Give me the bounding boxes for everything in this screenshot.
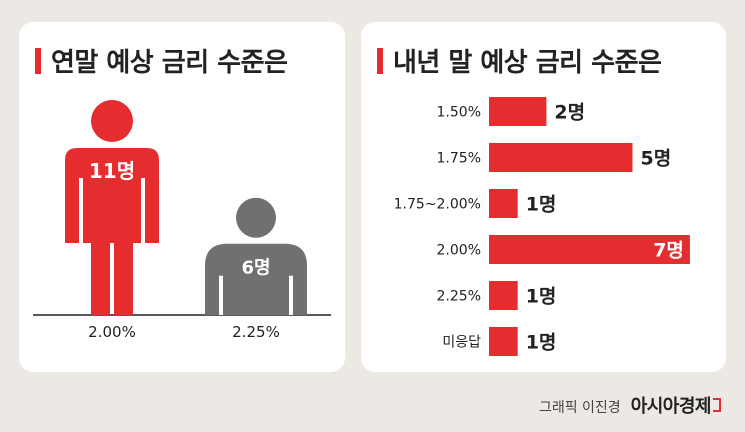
person-figure-1: 6명 (205, 197, 307, 315)
left-panel-title: 연말 예상 금리 수준은 (35, 42, 288, 79)
category-label: 2.25% (437, 289, 481, 305)
right-title-text: 내년 말 예상 금리 수준은 (393, 48, 662, 78)
brand-mark-icon (713, 398, 721, 412)
arm-gap (289, 275, 293, 315)
person-body (205, 243, 307, 315)
person-body (65, 148, 159, 243)
bar (489, 281, 518, 310)
category-label: 1.75~2.00% (394, 197, 481, 213)
brand-text: 아시아경제 (630, 396, 712, 417)
pictogram-chart: 11명 2.00% 6명 2.25% (33, 100, 331, 341)
value-label: 1명 (526, 286, 557, 308)
person-leg (114, 228, 133, 315)
horizontal-bar-chart: 1.50% 2명 1.75% 5명 1.75~2.00% 1명 2.00% 7명 2.25% 1명… (394, 97, 690, 356)
category-label: 1.50% (437, 105, 481, 121)
value-label: 1명 (526, 194, 557, 216)
person-figure-0: 11명 (65, 100, 159, 315)
value-label: 7명 (653, 240, 684, 262)
category-label: 2.00% (437, 243, 481, 259)
category-label: 1.75% (437, 151, 481, 167)
bar (489, 97, 547, 126)
graphic-credit: 그래픽 이진경 (538, 400, 621, 416)
right-panel-title: 내년 말 예상 금리 수준은 (377, 42, 662, 79)
arm-gap (141, 178, 145, 248)
person-head (91, 100, 133, 142)
brand-logo: 아시아경제 (631, 392, 721, 418)
value-label: 2명 (554, 102, 585, 124)
bar (489, 327, 518, 356)
bar (489, 143, 633, 172)
category-label: 2.25% (232, 323, 280, 341)
category-label: 2.00% (88, 323, 136, 341)
value-label: 1명 (526, 332, 557, 354)
category-label: 미응답 (442, 335, 481, 351)
title-accent-bar (377, 47, 383, 74)
person-leg (91, 228, 110, 315)
value-label: 11명 (89, 159, 135, 183)
arm-gap (79, 178, 83, 248)
left-panel: 연말 예상 금리 수준은 11명 2.00% 6명 2.25% (19, 22, 345, 372)
arm-gap (219, 275, 223, 315)
person-head (236, 197, 276, 238)
bar (489, 235, 690, 264)
bar (489, 189, 518, 218)
title-accent-bar (35, 47, 41, 74)
value-label: 6명 (241, 258, 270, 279)
value-label: 5명 (641, 148, 672, 170)
left-title-text: 연말 예상 금리 수준은 (51, 48, 288, 78)
right-panel: 내년 말 예상 금리 수준은 1.50% 2명 1.75% 5명 1.75~2.00% 1… (361, 22, 726, 372)
footer: 그래픽 이진경 아시아경제 (539, 392, 721, 418)
